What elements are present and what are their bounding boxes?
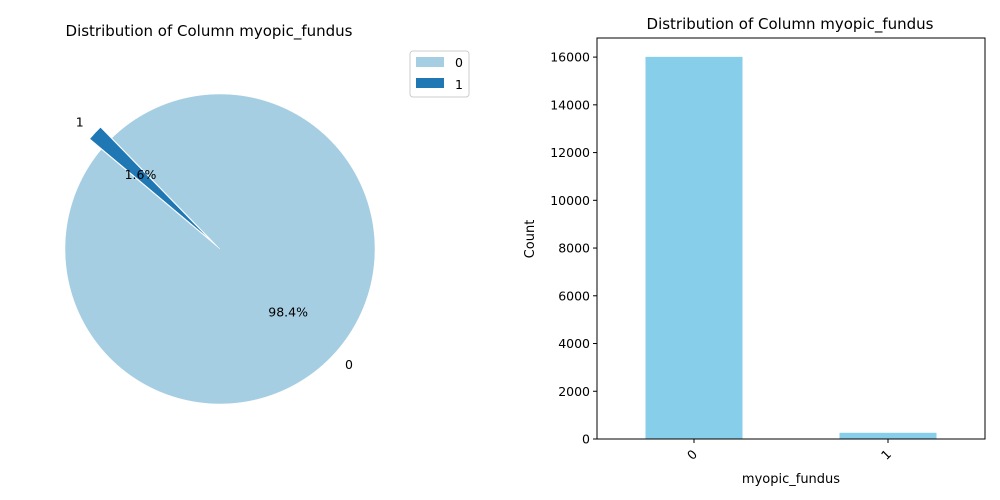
y-axis-label: Count <box>523 220 538 259</box>
x-tick-label-0: 0 <box>684 446 700 462</box>
pie-slices <box>64 93 376 405</box>
y-tick-label-14000: 14000 <box>550 97 590 112</box>
x-axis-label: myopic_fundus <box>742 472 840 487</box>
legend-swatch-0 <box>416 57 444 67</box>
pie-category-label-1: 1 <box>76 114 84 129</box>
pie-category-label-0: 0 <box>345 357 353 372</box>
plot-frame <box>596 37 986 440</box>
y-axis-ticks: 0 2000 4000 6000 8000 10000 12000 14000 16000 <box>550 50 597 447</box>
bar-chart: Distribution of Column myopic_fundus 0 20… <box>523 15 986 487</box>
legend-label-1: 1 <box>455 77 463 92</box>
y-tick-label-16000: 16000 <box>550 50 590 65</box>
legend-swatch-1 <box>416 78 444 88</box>
bar-chart-title: Distribution of Column myopic_fundus <box>647 15 934 34</box>
x-tick-label-1: 1 <box>878 447 894 463</box>
y-tick-label-8000: 8000 <box>558 241 590 256</box>
legend-label-0: 0 <box>455 55 463 70</box>
pie-slice-1 <box>89 127 209 239</box>
pie-percent-label-0: 98.4% <box>268 304 308 319</box>
y-tick-label-12000: 12000 <box>550 145 590 160</box>
y-tick-label-6000: 6000 <box>558 288 590 303</box>
bar-1 <box>839 432 937 439</box>
bar-series <box>645 56 937 440</box>
pie-chart: Distribution of Column myopic_fundus 0 98… <box>64 22 470 405</box>
y-tick-label-10000: 10000 <box>550 193 590 208</box>
pie-percent-label-1: 1.6% <box>125 167 157 182</box>
pie-chart-title: Distribution of Column myopic_fundus <box>66 22 353 41</box>
pie-slice-0 <box>64 93 376 405</box>
pie-labels: 0 98.4% 1 1.6% <box>76 114 353 372</box>
y-tick-label-2000: 2000 <box>558 384 590 399</box>
bar-0 <box>645 56 743 440</box>
y-tick-label-4000: 4000 <box>558 336 590 351</box>
pie-legend: 0 1 <box>409 50 470 98</box>
y-tick-label-0: 0 <box>582 432 590 447</box>
